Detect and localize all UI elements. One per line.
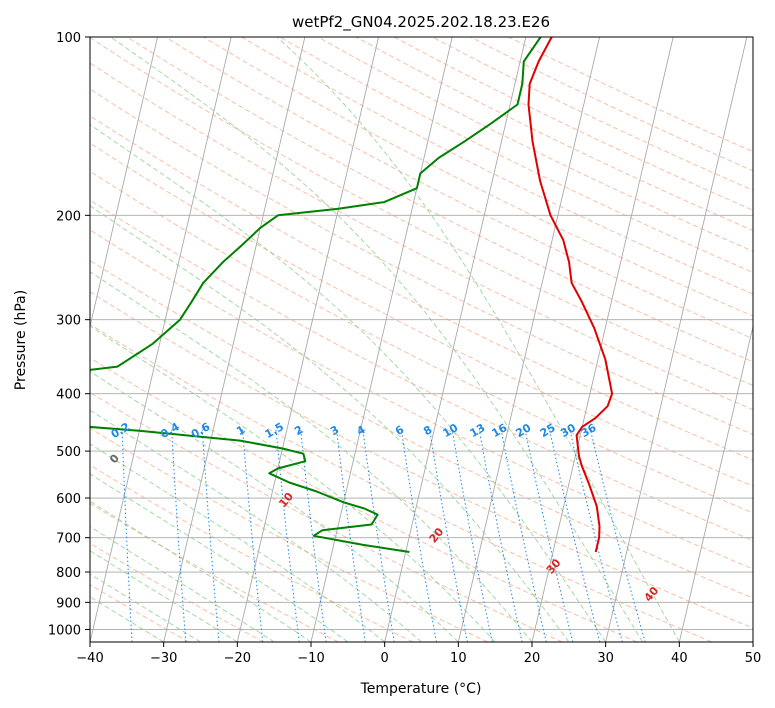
dry-adiabat [90, 323, 712, 642]
mixing-ratio-line [171, 429, 187, 642]
isotherm [310, 37, 453, 642]
moist-adiabat [90, 325, 496, 642]
dry-adiabat [126, 37, 753, 363]
dry-adiabat [90, 584, 190, 642]
dry-adiabat [90, 502, 339, 642]
y-axis: 100 200 300 400 500 600 700 800 900 1000 [48, 31, 90, 638]
x-tick-label: −10 [297, 651, 324, 666]
chart-title: wetPf2_GN04.2025.202.18.23.E26 [292, 13, 550, 32]
moist-adiabat [90, 271, 533, 642]
pressure-gridlines [90, 37, 753, 630]
dry-adiabat [90, 199, 753, 542]
isotherm [678, 324, 753, 642]
dry-adiabat [90, 291, 753, 629]
moist-adiabat [90, 205, 570, 642]
isotherms [90, 37, 753, 642]
mixing-ratio-line [275, 429, 300, 642]
y-tick-label: 200 [56, 209, 81, 224]
dry-adiabat [90, 391, 563, 642]
y-tick-label: 900 [56, 596, 81, 611]
dry-adiabat [165, 37, 753, 340]
y-tick-label: 600 [56, 492, 81, 507]
x-tick-label: −20 [224, 651, 251, 666]
plot-frame [89, 36, 754, 643]
mixing-ratio-lines [121, 429, 646, 642]
x-axis-label: Temperature (°C) [360, 681, 482, 697]
x-tick-label: 30 [597, 651, 614, 666]
y-tick-label: 300 [56, 314, 81, 329]
x-tick-label: 40 [671, 651, 688, 666]
moist-adiabat [90, 573, 201, 642]
y-tick-label: 1000 [48, 623, 81, 638]
temperature-profile [527, 37, 614, 553]
dry-adiabat [90, 427, 488, 642]
mixing-ratio-line [400, 429, 437, 642]
mixing-ratio-line [121, 429, 133, 642]
mixing-ratio-line [429, 429, 468, 642]
mixing-ratio-line [336, 429, 366, 642]
moist-adiabat [110, 37, 643, 642]
isotherm [163, 37, 306, 642]
moist-adiabat [276, 37, 680, 642]
isotherm [384, 37, 527, 642]
isotherm [236, 37, 379, 642]
x-tick-label: −30 [150, 651, 177, 666]
moist-adiabat [90, 596, 164, 642]
x-tick-label: 10 [450, 651, 467, 666]
x-tick-label: 0 [381, 651, 389, 666]
y-tick-label: 700 [56, 532, 81, 547]
mixing-ratio-line [242, 429, 264, 642]
y-tick-label: 100 [56, 31, 81, 46]
moist-adiabat [90, 473, 349, 642]
dry-adiabat [90, 170, 753, 514]
x-tick-label: −40 [76, 651, 103, 666]
dry-adiabat [90, 142, 753, 487]
dry-adiabat [241, 37, 753, 295]
x-tick-label: 20 [524, 651, 541, 666]
x-axis: −40 −30 −20 −10 0 10 20 30 40 50 [76, 642, 761, 666]
dry-adiabat [90, 62, 753, 411]
moist-adiabat [90, 443, 385, 642]
moist-adiabat [90, 124, 607, 642]
y-tick-label: 800 [56, 566, 81, 581]
sounding-profiles [90, 37, 614, 553]
y-tick-label: 400 [56, 388, 81, 403]
isotherm [605, 37, 748, 642]
mixing-ratio-line [589, 429, 646, 642]
isotherm [90, 37, 158, 329]
moist-adiabat [90, 409, 422, 642]
isotherm [457, 37, 600, 642]
isotherm [90, 37, 232, 642]
isotherm [531, 37, 674, 642]
dry-adiabat [203, 37, 753, 317]
dry-adiabat [90, 229, 753, 570]
y-tick-label: 500 [56, 445, 81, 460]
dry-adiabat [90, 37, 753, 387]
dewpoint-profile [90, 37, 542, 553]
dry-adiabats [90, 37, 753, 642]
mixing-ratio-line [362, 429, 395, 642]
y-axis-label: Pressure (hPa) [13, 290, 29, 390]
mixing-ratio-line [201, 429, 220, 642]
x-tick-label: 50 [745, 651, 762, 666]
